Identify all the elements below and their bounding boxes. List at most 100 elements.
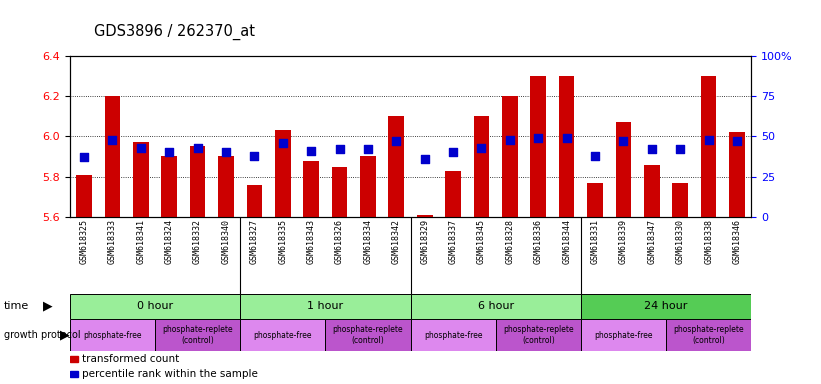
Text: GSM618331: GSM618331 — [590, 219, 599, 264]
Bar — [76, 175, 92, 217]
Point — [191, 144, 204, 151]
Point — [333, 146, 346, 152]
Bar — [303, 161, 319, 217]
Text: GSM618346: GSM618346 — [732, 219, 741, 264]
Bar — [70, 371, 78, 377]
Text: GSM618333: GSM618333 — [108, 219, 117, 264]
Text: GSM618325: GSM618325 — [80, 219, 89, 264]
Text: GSM618324: GSM618324 — [165, 219, 174, 264]
Bar — [502, 96, 518, 217]
Text: time: time — [4, 301, 30, 311]
Point — [418, 156, 431, 162]
Point — [617, 138, 630, 144]
Text: GSM618336: GSM618336 — [534, 219, 543, 264]
Text: GSM618329: GSM618329 — [420, 219, 429, 264]
Text: transformed count: transformed count — [82, 354, 179, 364]
Bar — [530, 76, 546, 217]
Bar — [190, 146, 205, 217]
Point — [106, 136, 119, 142]
Point — [390, 138, 403, 144]
Point — [589, 152, 602, 159]
Text: GSM618344: GSM618344 — [562, 219, 571, 264]
Bar — [581, 319, 666, 351]
Bar — [241, 319, 325, 351]
Text: percentile rank within the sample: percentile rank within the sample — [82, 369, 258, 379]
Text: GSM618335: GSM618335 — [278, 219, 287, 264]
Text: 24 hour: 24 hour — [644, 301, 688, 311]
Text: GSM618345: GSM618345 — [477, 219, 486, 264]
Bar — [496, 319, 581, 351]
Text: phosphate-free: phosphate-free — [254, 331, 312, 339]
Text: GSM618334: GSM618334 — [364, 219, 373, 264]
Bar — [104, 96, 120, 217]
Bar — [70, 294, 241, 319]
Text: phosphate-free: phosphate-free — [594, 331, 653, 339]
Point — [447, 149, 460, 156]
Text: phosphate-replete
(control): phosphate-replete (control) — [673, 325, 744, 345]
Text: 1 hour: 1 hour — [307, 301, 343, 311]
Text: ▶: ▶ — [60, 329, 70, 341]
Point — [645, 146, 658, 152]
Text: growth protocol: growth protocol — [4, 330, 80, 340]
Point — [163, 149, 176, 156]
Text: GSM618332: GSM618332 — [193, 219, 202, 264]
Bar — [644, 165, 659, 217]
Text: GSM618330: GSM618330 — [676, 219, 685, 264]
Bar — [587, 183, 603, 217]
Bar — [474, 116, 489, 217]
Point — [134, 144, 147, 151]
Text: GSM618337: GSM618337 — [448, 219, 457, 264]
Bar — [417, 215, 433, 217]
Bar — [388, 116, 404, 217]
Bar — [133, 142, 149, 217]
Bar — [70, 319, 155, 351]
Text: GSM618343: GSM618343 — [306, 219, 315, 264]
Text: 6 hour: 6 hour — [478, 301, 514, 311]
Point — [305, 148, 318, 154]
Text: GSM618338: GSM618338 — [704, 219, 713, 264]
Bar — [325, 319, 410, 351]
Bar — [581, 294, 751, 319]
Bar — [155, 319, 240, 351]
Point — [532, 135, 545, 141]
Text: GSM618340: GSM618340 — [222, 219, 231, 264]
Text: phosphate-replete
(control): phosphate-replete (control) — [333, 325, 403, 345]
Bar — [332, 167, 347, 217]
Point — [248, 152, 261, 159]
Text: GDS3896 / 262370_at: GDS3896 / 262370_at — [94, 24, 255, 40]
Bar — [218, 157, 234, 217]
Bar — [559, 76, 575, 217]
Bar — [410, 319, 496, 351]
Text: GSM618341: GSM618341 — [136, 219, 145, 264]
Point — [219, 149, 232, 156]
Point — [674, 146, 687, 152]
Text: GSM618327: GSM618327 — [250, 219, 259, 264]
Text: phosphate-replete
(control): phosphate-replete (control) — [503, 325, 574, 345]
Text: GSM618339: GSM618339 — [619, 219, 628, 264]
Bar — [246, 185, 262, 217]
Point — [77, 154, 90, 161]
Text: GSM618342: GSM618342 — [392, 219, 401, 264]
Bar — [162, 157, 177, 217]
Point — [276, 140, 289, 146]
Bar — [445, 170, 461, 217]
Bar — [672, 183, 688, 217]
Point — [361, 146, 374, 152]
Text: 0 hour: 0 hour — [137, 301, 173, 311]
Bar — [729, 132, 745, 217]
Text: GSM618328: GSM618328 — [506, 219, 515, 264]
Text: GSM618326: GSM618326 — [335, 219, 344, 264]
Bar — [666, 319, 751, 351]
Point — [560, 135, 573, 141]
Text: GSM618347: GSM618347 — [647, 219, 656, 264]
Bar — [275, 130, 291, 217]
Text: phosphate-free: phosphate-free — [424, 331, 483, 339]
Point — [503, 136, 516, 142]
Bar — [616, 122, 631, 217]
Point — [475, 144, 488, 151]
Bar — [410, 294, 581, 319]
Bar — [241, 294, 410, 319]
Bar — [701, 76, 717, 217]
Bar — [70, 356, 78, 362]
Text: ▶: ▶ — [43, 300, 53, 313]
